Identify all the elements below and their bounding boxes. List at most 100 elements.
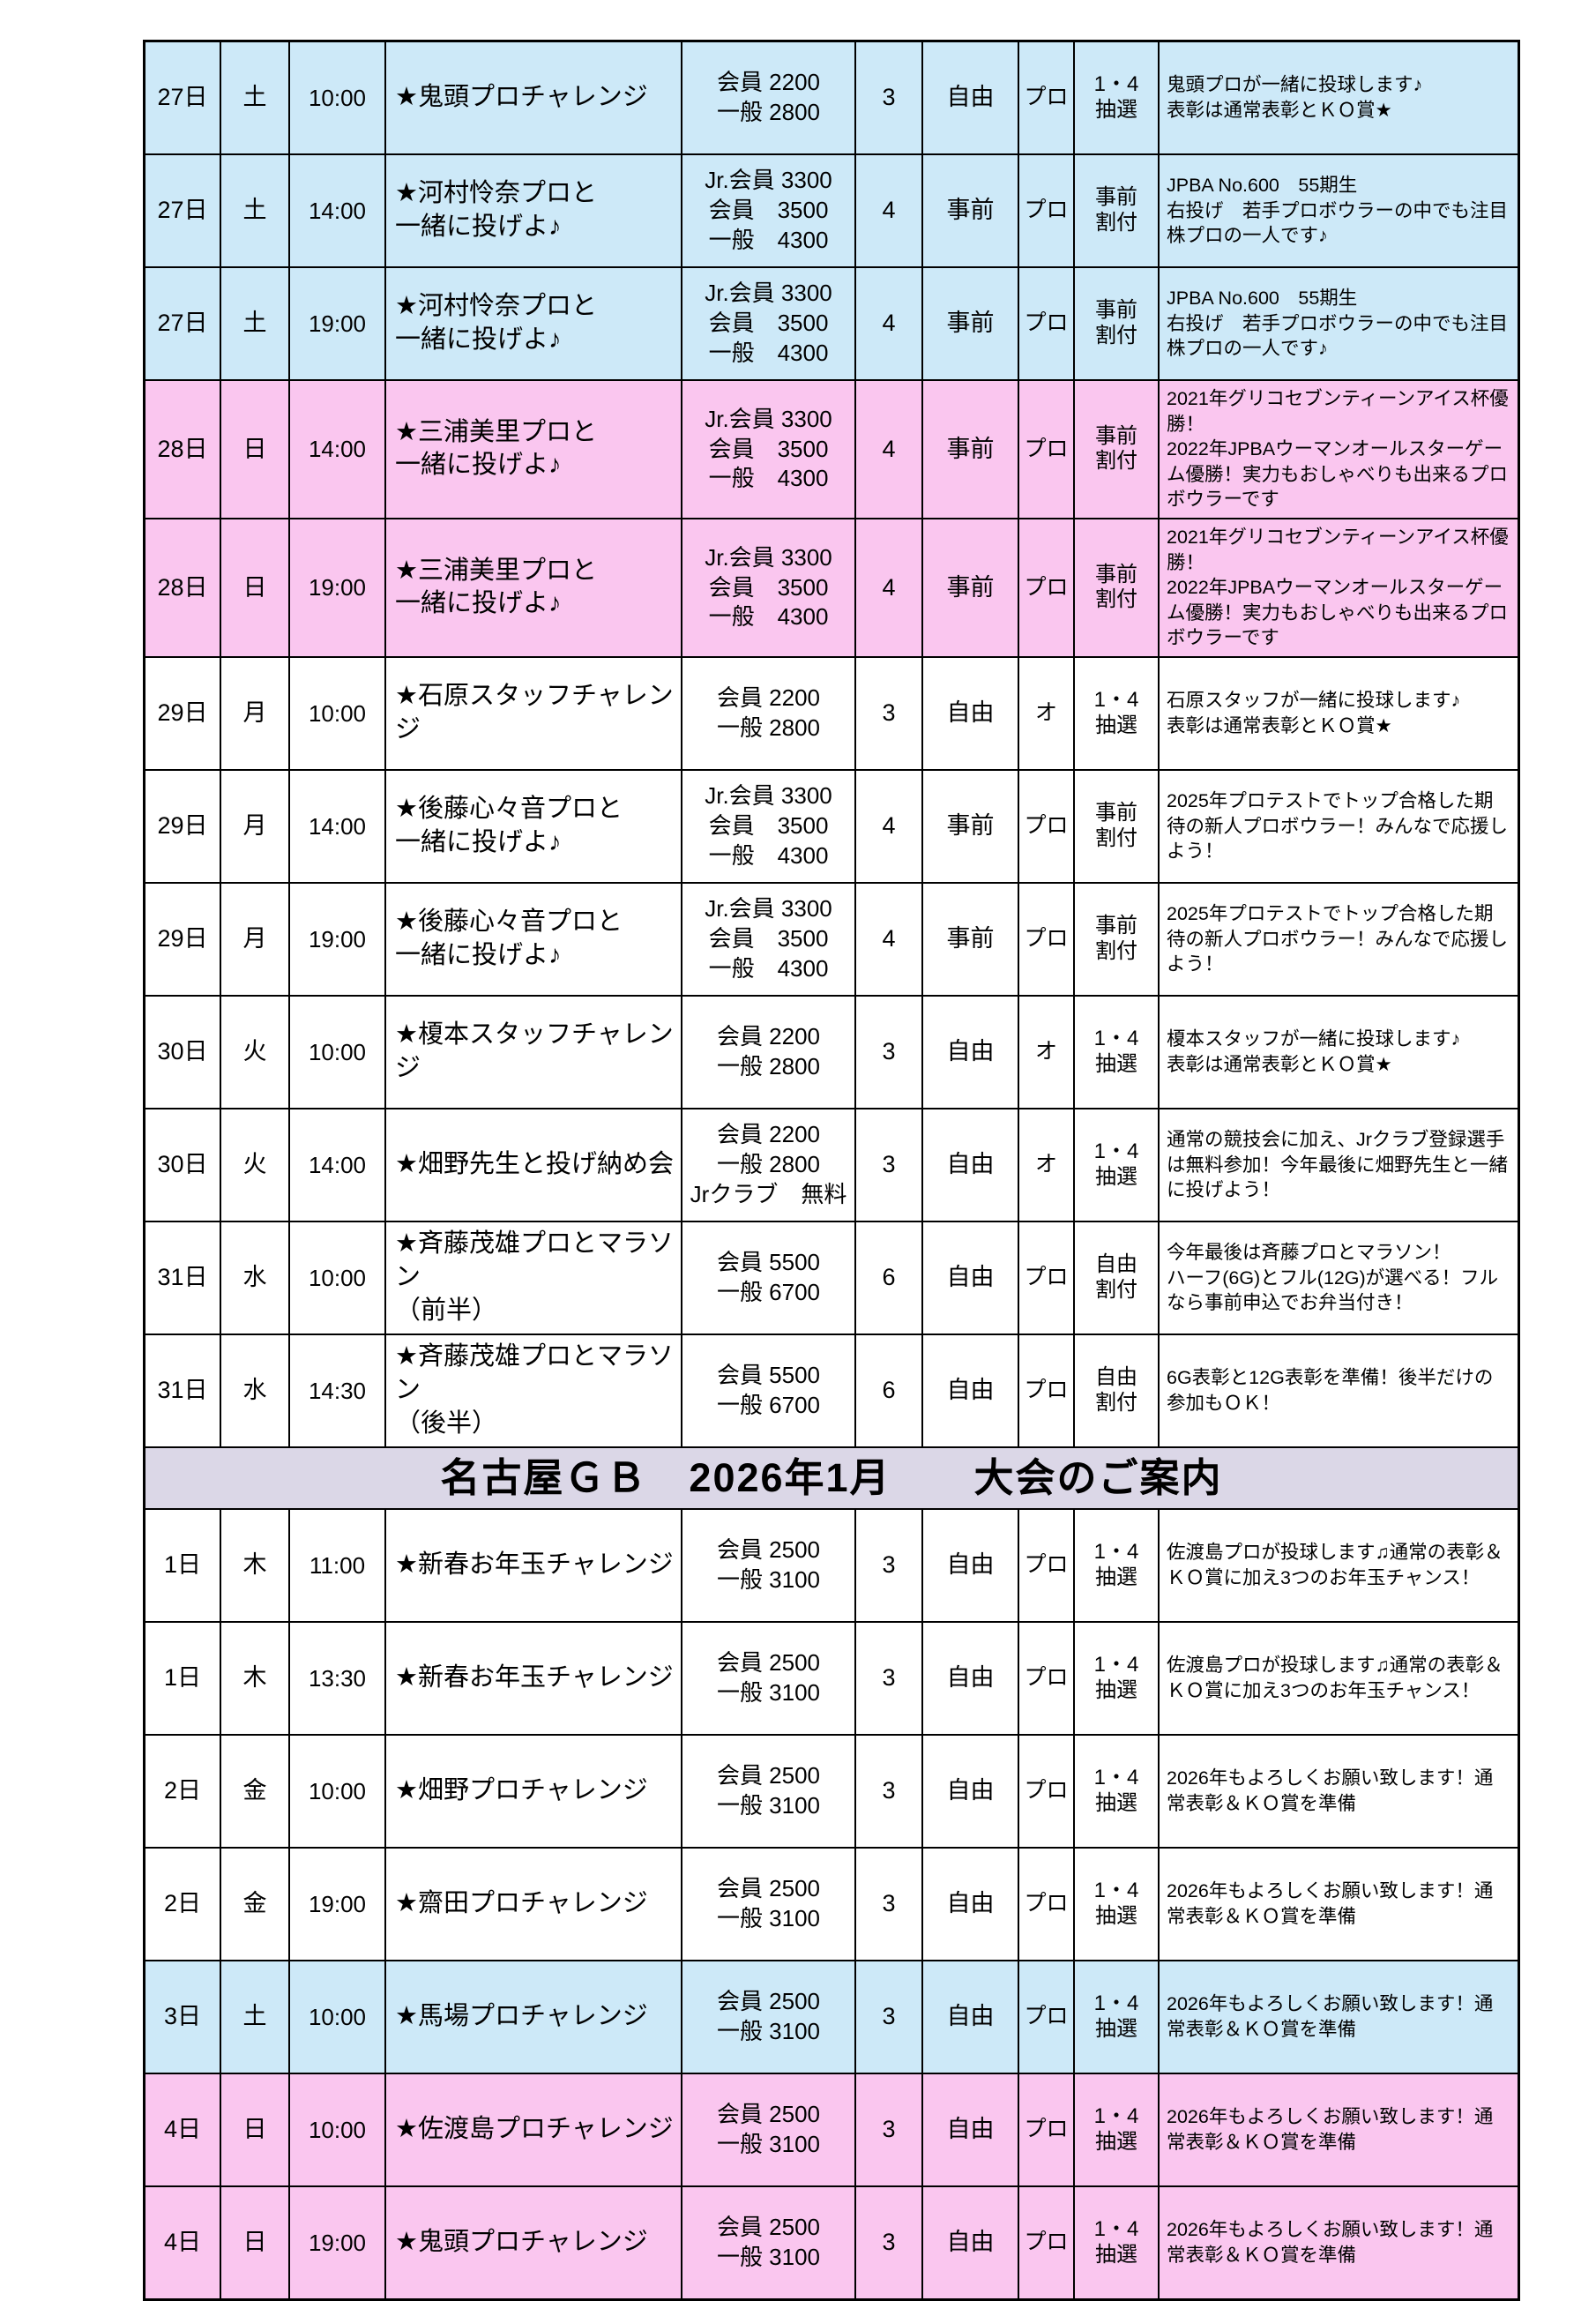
cell-description: JPBA No.600 55期生 右投げ 若手プロボウラーの中でも注目株プロの一… [1158, 266, 1520, 381]
cell-event: ★新春お年玉チャレンジ [384, 1507, 682, 1623]
cell-day: 月 [220, 655, 290, 771]
cell-description: 2026年もよろしくお願い致します！通常表彰＆ＫＯ賞を準備 [1158, 1846, 1520, 1961]
table-row: 29日 月 14:00 ★後藤心々音プロと 一緒に投げよ♪ Jr.会員 3300… [143, 768, 1520, 884]
cell-entry: 自由 [921, 2072, 1019, 2187]
cell-date: 30日 [143, 1107, 221, 1222]
table-row: 4日 日 19:00 ★鬼頭プロチャレンジ 会員 2500 一般 3100 3 … [143, 2185, 1520, 2301]
cell-date: 29日 [143, 881, 221, 997]
cell-price: 会員 5500 一般 6700 [681, 1220, 856, 1335]
cell-event: ★佐渡島プロチャレンジ [384, 2072, 682, 2187]
cell-entry: 自由 [921, 40, 1019, 155]
cell-pro: プロ [1018, 266, 1075, 381]
cell-slot: 1・4 抽選 [1073, 994, 1160, 1109]
cell-event: ★三浦美里プロと 一緒に投げよ♪ [384, 517, 682, 658]
cell-date: 31日 [143, 1333, 221, 1448]
month-header: 名古屋ＧＢ 2026年1月 大会のご案内 [143, 1446, 1520, 1510]
cell-price: 会員 2200 一般 2800 [681, 40, 856, 155]
cell-event: ★石原スタッフチャレンジ [384, 655, 682, 771]
cell-slot: 事前 割付 [1073, 881, 1160, 997]
cell-day: 日 [220, 379, 290, 519]
cell-price: 会員 2500 一般 3100 [681, 1959, 856, 2074]
cell-time: 14:00 [288, 1107, 386, 1222]
cell-time: 14:00 [288, 379, 386, 519]
cell-slot: 1・4 抽選 [1073, 1959, 1160, 2074]
cell-day: 月 [220, 768, 290, 884]
cell-date: 27日 [143, 266, 221, 381]
cell-time: 10:00 [288, 1959, 386, 2074]
cell-slot: 事前 割付 [1073, 379, 1160, 519]
cell-event: ★後藤心々音プロと 一緒に投げよ♪ [384, 768, 682, 884]
cell-day: 土 [220, 1959, 290, 2074]
table-row: 27日 土 19:00 ★河村怜奈プロと 一緒に投げよ♪ Jr.会員 3300 … [143, 266, 1520, 381]
cell-event: ★鬼頭プロチャレンジ [384, 40, 682, 155]
cell-games: 3 [854, 40, 923, 155]
cell-description: 2025年プロテストでトップ合格した期待の新人プロボウラー！みんなで応援しよう！ [1158, 881, 1520, 997]
cell-day: 土 [220, 266, 290, 381]
cell-time: 19:00 [288, 266, 386, 381]
cell-entry: 自由 [921, 1620, 1019, 1736]
cell-slot: 事前 割付 [1073, 266, 1160, 381]
cell-pro: プロ [1018, 1959, 1075, 2074]
cell-pro: オ [1018, 1107, 1075, 1222]
cell-date: 4日 [143, 2072, 221, 2187]
cell-entry: 自由 [921, 1220, 1019, 1335]
cell-event: ★河村怜奈プロと 一緒に投げよ♪ [384, 153, 682, 268]
cell-day: 金 [220, 1733, 290, 1849]
cell-games: 4 [854, 379, 923, 519]
cell-description: 2021年グリコセブンティーンアイス杯優勝！ 2022年JPBAウーマンオールス… [1158, 517, 1520, 658]
cell-price: 会員 2500 一般 3100 [681, 1733, 856, 1849]
table-row: 1日 木 13:30 ★新春お年玉チャレンジ 会員 2500 一般 3100 3… [143, 1620, 1520, 1736]
cell-pro: プロ [1018, 881, 1075, 997]
cell-day: 火 [220, 1107, 290, 1222]
cell-time: 10:00 [288, 1220, 386, 1335]
cell-day: 土 [220, 153, 290, 268]
cell-slot: 1・4 抽選 [1073, 1620, 1160, 1736]
cell-pro: プロ [1018, 153, 1075, 268]
cell-description: 6G表彰と12G表彰を準備！後半だけの参加もＯＫ！ [1158, 1333, 1520, 1448]
cell-price: 会員 2500 一般 3100 [681, 2185, 856, 2301]
cell-day: 水 [220, 1333, 290, 1448]
cell-event: ★後藤心々音プロと 一緒に投げよ♪ [384, 881, 682, 997]
cell-time: 10:00 [288, 994, 386, 1109]
cell-day: 日 [220, 2185, 290, 2301]
cell-event: ★三浦美里プロと 一緒に投げよ♪ [384, 379, 682, 519]
cell-slot: 自由 割付 [1073, 1220, 1160, 1335]
cell-day: 水 [220, 1220, 290, 1335]
cell-price: 会員 2500 一般 3100 [681, 1507, 856, 1623]
cell-time: 10:00 [288, 2072, 386, 2187]
cell-slot: 1・4 抽選 [1073, 1733, 1160, 1849]
cell-entry: 事前 [921, 266, 1019, 381]
cell-slot: 1・4 抽選 [1073, 1846, 1160, 1961]
cell-event: ★新春お年玉チャレンジ [384, 1620, 682, 1736]
cell-entry: 自由 [921, 994, 1019, 1109]
month-header-row: 名古屋ＧＢ 2026年1月 大会のご案内 [143, 1446, 1520, 1510]
cell-price: Jr.会員 3300 会員 3500 一般 4300 [681, 266, 856, 381]
cell-day: 日 [220, 2072, 290, 2187]
cell-entry: 事前 [921, 768, 1019, 884]
cell-date: 29日 [143, 655, 221, 771]
cell-entry: 自由 [921, 1107, 1019, 1222]
cell-time: 14:00 [288, 153, 386, 268]
cell-games: 4 [854, 517, 923, 658]
cell-day: 木 [220, 1620, 290, 1736]
cell-date: 1日 [143, 1507, 221, 1623]
cell-event: ★齋田プロチャレンジ [384, 1846, 682, 1961]
cell-price: Jr.会員 3300 会員 3500 一般 4300 [681, 379, 856, 519]
cell-day: 日 [220, 517, 290, 658]
cell-day: 土 [220, 40, 290, 155]
cell-time: 10:00 [288, 40, 386, 155]
table-row: 27日 土 10:00 ★鬼頭プロチャレンジ 会員 2200 一般 2800 3… [143, 40, 1520, 155]
cell-entry: 自由 [921, 655, 1019, 771]
cell-date: 27日 [143, 153, 221, 268]
cell-price: 会員 2500 一般 3100 [681, 1846, 856, 1961]
cell-pro: プロ [1018, 40, 1075, 155]
table-row: 29日 月 10:00 ★石原スタッフチャレンジ 会員 2200 一般 2800… [143, 655, 1520, 771]
cell-date: 4日 [143, 2185, 221, 2301]
cell-pro: プロ [1018, 517, 1075, 658]
cell-time: 19:00 [288, 1846, 386, 1961]
cell-day: 木 [220, 1507, 290, 1623]
cell-games: 3 [854, 994, 923, 1109]
cell-games: 3 [854, 1620, 923, 1736]
cell-date: 29日 [143, 768, 221, 884]
cell-pro: オ [1018, 655, 1075, 771]
